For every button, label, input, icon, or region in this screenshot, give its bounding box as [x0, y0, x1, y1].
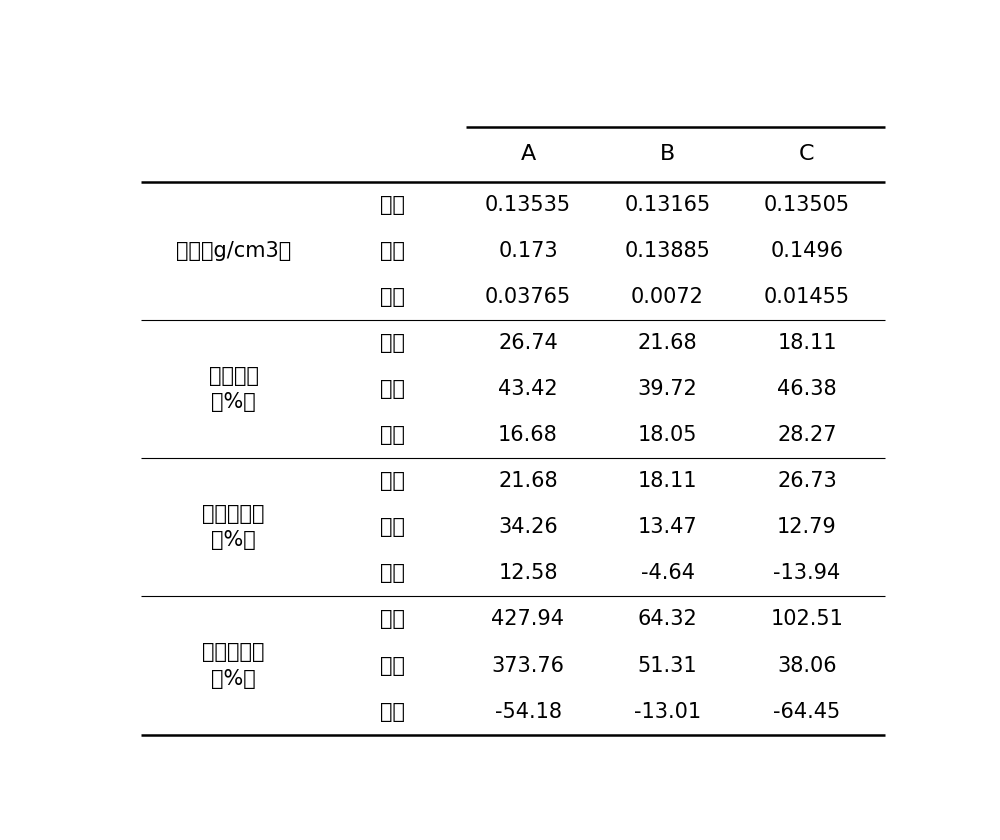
- Text: 18.05: 18.05: [638, 425, 697, 445]
- Text: 0.173: 0.173: [498, 241, 558, 260]
- Text: 初始: 初始: [380, 471, 405, 491]
- Text: 21.68: 21.68: [638, 333, 697, 353]
- Text: 0.13535: 0.13535: [485, 195, 571, 215]
- Text: 64.32: 64.32: [638, 610, 697, 629]
- Text: 最终: 最终: [380, 517, 405, 538]
- Text: 18.11: 18.11: [777, 333, 837, 353]
- Text: 0.13505: 0.13505: [764, 195, 850, 215]
- Text: -4.64: -4.64: [640, 564, 694, 583]
- Text: 43.42: 43.42: [498, 379, 558, 399]
- Text: 102.51: 102.51: [771, 610, 843, 629]
- Text: 34.26: 34.26: [498, 517, 558, 538]
- Text: 51.31: 51.31: [638, 655, 697, 675]
- Text: 18.11: 18.11: [638, 471, 697, 491]
- Text: 差値: 差値: [380, 287, 405, 307]
- Text: 13.47: 13.47: [638, 517, 697, 538]
- Text: 初始: 初始: [380, 195, 405, 215]
- Text: A: A: [520, 144, 536, 164]
- Text: 最终: 最终: [380, 655, 405, 675]
- Text: 0.13885: 0.13885: [625, 241, 710, 260]
- Text: 通气孔隙度
（%）: 通气孔隙度 （%）: [202, 504, 265, 550]
- Text: 38.06: 38.06: [777, 655, 837, 675]
- Text: 0.1496: 0.1496: [770, 241, 844, 260]
- Text: 差値: 差値: [380, 701, 405, 722]
- Text: 427.94: 427.94: [492, 610, 564, 629]
- Text: C: C: [799, 144, 815, 164]
- Text: 大小孔隙比
（%）: 大小孔隙比 （%）: [202, 643, 265, 689]
- Text: 最终: 最终: [380, 241, 405, 260]
- Text: 最终: 最终: [380, 379, 405, 399]
- Text: 0.01455: 0.01455: [764, 287, 850, 307]
- Text: 初始: 初始: [380, 610, 405, 629]
- Text: 容重（g/cm3）: 容重（g/cm3）: [176, 241, 291, 260]
- Text: 46.38: 46.38: [777, 379, 837, 399]
- Text: 差値: 差値: [380, 425, 405, 445]
- Text: 0.13165: 0.13165: [624, 195, 711, 215]
- Text: 总孔隙度
（%）: 总孔隙度 （%）: [208, 366, 258, 412]
- Text: 差値: 差値: [380, 564, 405, 583]
- Text: 12.79: 12.79: [777, 517, 837, 538]
- Text: 初始: 初始: [380, 333, 405, 353]
- Text: -13.01: -13.01: [634, 701, 701, 722]
- Text: B: B: [660, 144, 675, 164]
- Text: 373.76: 373.76: [492, 655, 564, 675]
- Text: 39.72: 39.72: [638, 379, 697, 399]
- Text: -13.94: -13.94: [773, 564, 841, 583]
- Text: 12.58: 12.58: [498, 564, 558, 583]
- Text: 0.0072: 0.0072: [631, 287, 704, 307]
- Text: 26.74: 26.74: [498, 333, 558, 353]
- Text: 28.27: 28.27: [777, 425, 837, 445]
- Text: 26.73: 26.73: [777, 471, 837, 491]
- Text: -64.45: -64.45: [773, 701, 841, 722]
- Text: 16.68: 16.68: [498, 425, 558, 445]
- Text: -54.18: -54.18: [494, 701, 562, 722]
- Text: 21.68: 21.68: [498, 471, 558, 491]
- Text: 0.03765: 0.03765: [485, 287, 571, 307]
